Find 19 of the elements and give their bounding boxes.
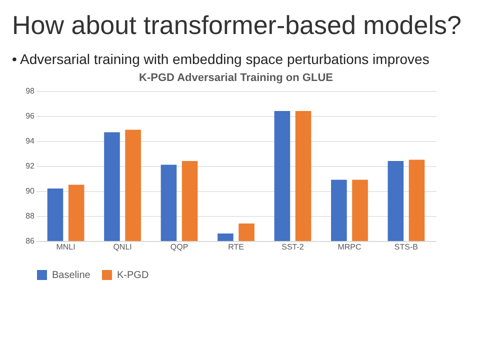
x-tick-label: SST-2 — [282, 242, 304, 252]
x-tick-label: QNLI — [113, 242, 132, 252]
chart-subtitle: • Adversarial training with embedding space perturbations improves — [11, 50, 430, 67]
x-tick-label: MRPC — [338, 242, 362, 252]
legend-label: Baseline — [52, 270, 91, 281]
x-tick-label: MNLI — [56, 242, 76, 252]
y-tick-label: 96 — [26, 112, 36, 120]
legend-label: K-PGD — [117, 270, 149, 281]
y-tick-label: 98 — [26, 86, 36, 96]
y-tick-label: 94 — [26, 136, 36, 146]
y-tick-label: 92 — [26, 162, 36, 170]
x-tick-label: QQP — [170, 242, 188, 252]
y-tick-label: 86 — [26, 236, 36, 246]
x-tick-label: STS-B — [394, 242, 418, 252]
x-tick-label: RTE — [228, 242, 244, 252]
y-tick-label: 90 — [26, 186, 36, 196]
y-tick-label: 88 — [26, 212, 36, 220]
chart-title: How about transformer-based models? — [11, 9, 462, 41]
text: K-PGD Adversarial Training on GLUE — [139, 72, 333, 84]
